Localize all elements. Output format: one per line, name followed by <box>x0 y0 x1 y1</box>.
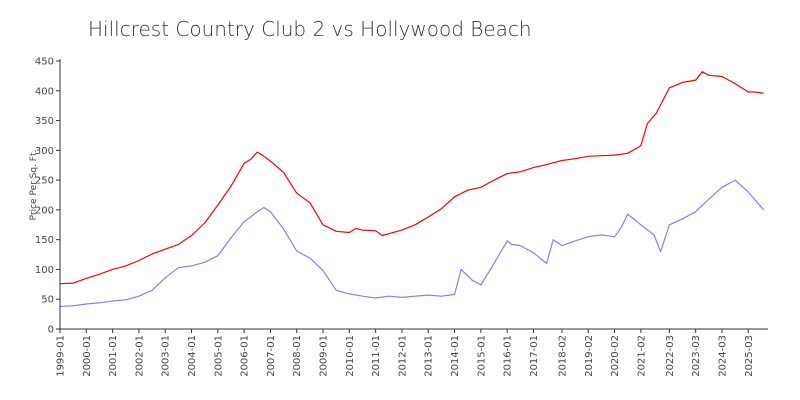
x-tick-label: 2021-02 <box>636 335 647 377</box>
y-tick-label: 150 <box>35 235 54 246</box>
y-tick-label: 250 <box>35 176 54 187</box>
x-tick-label: 1999-01 <box>56 335 67 377</box>
x-tick-label: 2025-03 <box>744 335 755 377</box>
x-tick-label: 2018-02 <box>558 335 569 377</box>
y-tick-label: 0 <box>48 325 54 336</box>
x-tick-label: 2016-01 <box>503 335 514 377</box>
y-tick-label: 300 <box>35 146 54 157</box>
y-axis-label: Price Per Sq. Ft. <box>29 150 39 221</box>
y-tick-label: 400 <box>35 86 54 97</box>
x-tick-label: 2019-02 <box>584 335 595 377</box>
x-tick-label: 2014-01 <box>450 335 461 377</box>
x-tick-label: 2005-01 <box>213 335 224 377</box>
x-tick-label: 2015-01 <box>476 335 487 377</box>
series-line-2 <box>59 179 765 307</box>
x-tick-label: 2004-01 <box>187 335 198 377</box>
x-tick-label: 2017-01 <box>529 335 540 377</box>
y-tick-label: 450 <box>35 57 54 68</box>
x-tick-label: 2022-03 <box>665 335 676 377</box>
x-tick-label: 2000-01 <box>82 335 93 377</box>
series-layer <box>59 71 765 307</box>
y-tick-label: 50 <box>41 295 54 306</box>
x-tick-label: 2002-01 <box>134 335 145 377</box>
y-tick-label: 350 <box>35 116 54 127</box>
axes-layer: 0 50 100 150 200 250 300 350 400 450 1999-01 2000-0… <box>35 57 768 377</box>
x-tick-label: 2001-01 <box>108 335 119 377</box>
x-tick-label: 2010-01 <box>345 335 356 377</box>
series-line-1 <box>59 71 764 285</box>
x-tick-label: 2009-01 <box>319 335 330 377</box>
x-tick-label: 2007-01 <box>266 335 277 377</box>
x-tick-label: 2013-01 <box>424 335 435 377</box>
x-tick-label: 2006-01 <box>240 335 251 377</box>
x-tick-label: 2003-01 <box>161 335 172 377</box>
chart-title: Hillcrest Country Club 2 vs Hollywood Be… <box>88 17 532 41</box>
x-tick-label: 2020-02 <box>610 335 621 377</box>
x-tick-label: 2024-03 <box>718 335 729 377</box>
y-tick-label: 200 <box>35 205 54 216</box>
x-tick-label: 2023-03 <box>691 335 702 377</box>
x-tick-label: 2012-01 <box>397 335 408 377</box>
x-tick-label: 2008-01 <box>292 335 303 377</box>
y-tick-label: 100 <box>35 265 54 276</box>
x-tick-label: 2011-01 <box>371 335 382 377</box>
